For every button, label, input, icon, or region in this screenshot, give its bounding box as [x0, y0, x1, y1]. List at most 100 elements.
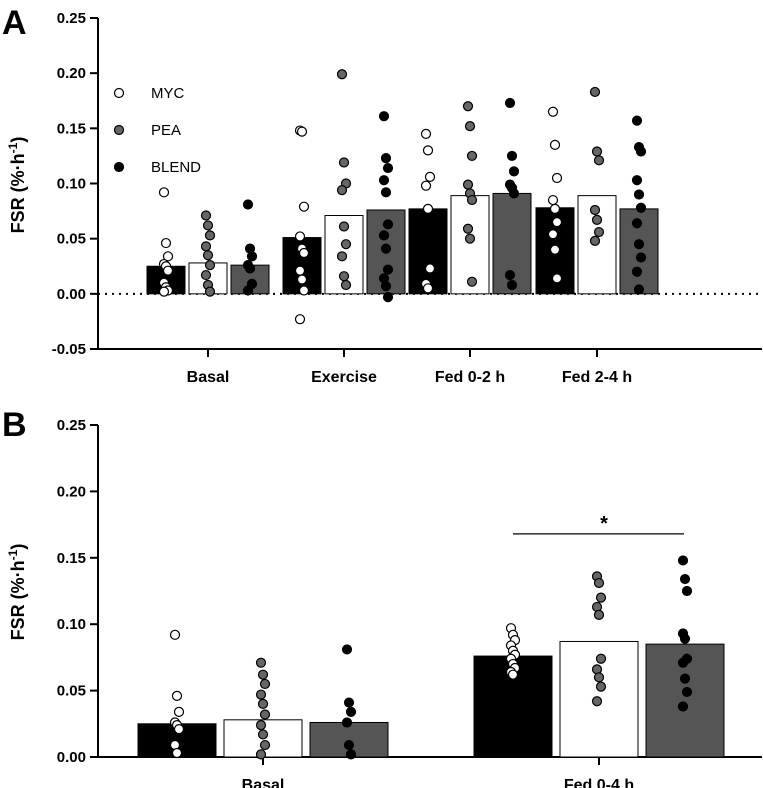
data-point-myc [298, 247, 310, 259]
data-point-pea [340, 239, 352, 250]
data-point-myc [296, 126, 308, 137]
data-point-blend [382, 292, 394, 303]
data-point-myc [549, 139, 561, 150]
data-point-myc [158, 187, 170, 198]
y-tick-label: 0.10 [57, 616, 86, 633]
data-point-myc [173, 706, 185, 717]
data-point-pea [338, 271, 350, 282]
data-point-myc [294, 314, 306, 325]
data-point-blend [631, 115, 643, 126]
data-point-blend [343, 739, 355, 751]
data-point-myc [424, 263, 436, 274]
data-point-pea [589, 86, 601, 98]
data-point-pea [204, 230, 216, 241]
legend-label-pea: PEA [151, 122, 181, 139]
data-point-myc [551, 172, 563, 184]
data-point-pea [204, 286, 216, 297]
data-point-blend [382, 219, 394, 230]
data-point-blend [677, 657, 689, 668]
data-point-blend [633, 239, 645, 250]
y-tick-label: 0.10 [57, 176, 86, 193]
data-point-blend [345, 749, 357, 760]
data-point-myc [549, 244, 561, 255]
y-tick-label: 0.25 [57, 417, 86, 434]
data-point-myc [424, 171, 436, 182]
data-point-pea [200, 241, 212, 252]
data-point-pea [338, 221, 350, 232]
data-point-blend [633, 189, 645, 200]
panel-b-plot: 0.00 0.05 0.10 0.15 0.20 0.25 Basal Fed 0-4 h * [57, 417, 762, 788]
data-point-blend [378, 111, 390, 122]
data-point-pea [255, 689, 267, 700]
x-category-label: Exercise [311, 369, 377, 386]
data-point-blend [508, 166, 520, 177]
data-point-myc [422, 283, 434, 294]
data-point-blend [677, 555, 689, 566]
data-point-myc [173, 724, 185, 735]
data-point-pea [466, 150, 478, 162]
x-category-label: Basal [242, 777, 285, 788]
data-point-blend [635, 202, 647, 213]
data-point-myc [547, 229, 559, 240]
data-point-pea [202, 250, 214, 261]
y-tick-label: 0.20 [57, 483, 86, 500]
data-point-myc [551, 273, 563, 284]
data-point-pea [200, 269, 212, 281]
panel-a-plot: -0.05 0.00 0.05 0.10 0.15 0.20 0.25 Basal Exerci… [52, 10, 762, 386]
data-point-pea [591, 696, 603, 707]
data-point-myc [422, 203, 434, 214]
data-point-myc [547, 194, 559, 206]
data-point-pea [593, 226, 605, 238]
data-point-pea [257, 698, 269, 709]
panel-b-letter: B [2, 406, 27, 444]
data-point-myc [420, 128, 432, 139]
y-tick-label: 0.05 [57, 231, 86, 248]
legend-label-blend: BLEND [151, 159, 201, 176]
panel-b-ylabel: FSR (%·h-1) [6, 544, 28, 641]
data-point-myc [294, 231, 306, 242]
data-point-myc [507, 669, 519, 680]
legend-label-myc: MYC [151, 85, 185, 102]
data-point-myc [162, 251, 174, 262]
data-point-blend [380, 243, 392, 254]
data-point-myc [294, 265, 306, 276]
x-category-label: Fed 0-2 h [435, 369, 505, 386]
y-tick-label: 0.15 [57, 120, 86, 137]
x-category-label: Fed 0-4 h [564, 777, 634, 788]
data-point-blend [631, 175, 643, 186]
data-point-blend [506, 279, 518, 291]
x-category-label: Fed 2-4 h [562, 369, 632, 386]
data-point-blend [382, 162, 394, 174]
data-point-pea [462, 101, 474, 112]
data-point-pea [464, 121, 476, 132]
data-point-blend [679, 673, 691, 684]
data-point-pea [595, 653, 607, 664]
data-point-blend [343, 697, 355, 708]
y-tick-label: 0.15 [57, 550, 86, 567]
data-point-pea [257, 729, 269, 740]
data-point-blend [345, 706, 357, 717]
x-category-label: Basal [187, 369, 230, 386]
data-point-blend [679, 573, 691, 585]
data-point-pea [595, 681, 607, 692]
data-point-blend [681, 686, 693, 698]
significance-star: * [600, 513, 608, 535]
data-point-blend [341, 717, 353, 728]
data-point-blend [506, 150, 518, 162]
data-point-pea [591, 214, 603, 226]
data-point-blend [378, 230, 390, 241]
data-point-pea [591, 146, 603, 157]
data-point-pea [462, 223, 474, 234]
data-point-pea [200, 210, 212, 221]
legend-marker-pea [113, 124, 125, 136]
data-point-myc [549, 203, 561, 214]
data-point-blend [504, 97, 516, 109]
data-point-pea [593, 609, 605, 621]
data-point-myc [298, 201, 310, 212]
legend-marker-myc [113, 87, 125, 99]
data-point-blend [380, 187, 392, 198]
data-point-pea [466, 194, 478, 206]
data-point-pea [338, 157, 350, 168]
data-point-blend [378, 175, 390, 186]
data-point-myc [298, 285, 310, 296]
